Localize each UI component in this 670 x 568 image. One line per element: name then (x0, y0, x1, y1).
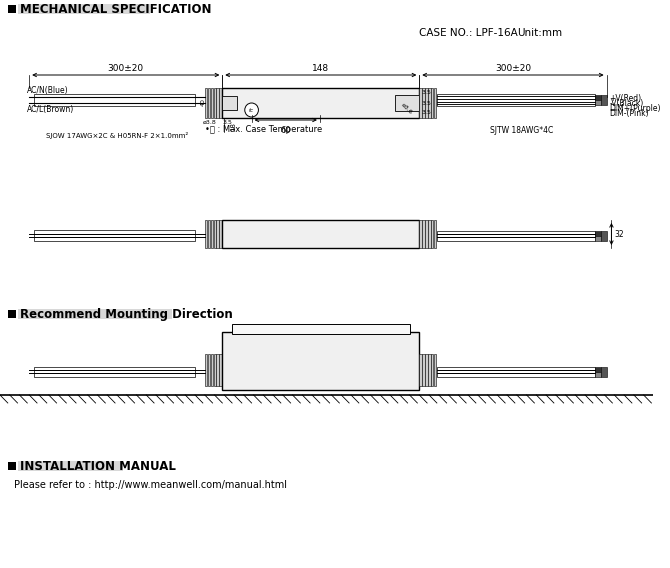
Text: 300±20: 300±20 (495, 64, 531, 73)
Text: AC/N(Blue): AC/N(Blue) (27, 86, 69, 95)
Bar (216, 354, 219, 386)
Text: Recommend Mounting Direction: Recommend Mounting Direction (19, 307, 232, 320)
Bar (422, 88, 425, 118)
Bar (8, 310, 15, 318)
Bar (17, 461, 123, 471)
Bar (395, 95, 419, 111)
Bar (219, 88, 222, 118)
Bar (208, 88, 210, 118)
Text: 13: 13 (230, 122, 236, 131)
Text: ø3.6: ø3.6 (400, 102, 413, 115)
Text: 3.5: 3.5 (421, 101, 431, 106)
Circle shape (245, 103, 259, 117)
Bar (437, 367, 595, 377)
Text: -V(Black): -V(Black) (610, 99, 644, 108)
Bar (595, 367, 601, 372)
Text: •Ⓣ : Max. Case Temperature: •Ⓣ : Max. Case Temperature (204, 125, 322, 134)
Text: INSTALLATION MANUAL: INSTALLATION MANUAL (19, 460, 176, 473)
Text: +V(Red): +V(Red) (610, 94, 642, 103)
Bar (425, 354, 427, 386)
Bar (595, 100, 601, 105)
Text: 3.5: 3.5 (421, 90, 431, 95)
Text: DIM-(Pink): DIM-(Pink) (610, 109, 649, 118)
Bar (419, 88, 422, 118)
Bar (437, 231, 595, 241)
Text: CASE NO.: LPF-16A: CASE NO.: LPF-16A (419, 28, 518, 38)
Bar (205, 354, 207, 386)
Bar (434, 88, 436, 118)
Bar (34, 367, 195, 377)
Bar (428, 354, 431, 386)
Text: 32: 32 (614, 229, 624, 239)
Text: 3.5: 3.5 (222, 120, 232, 125)
Bar (232, 324, 409, 334)
Bar (34, 94, 195, 106)
Bar (208, 220, 210, 248)
Bar (210, 220, 213, 248)
Bar (595, 372, 601, 377)
Bar (425, 88, 427, 118)
Bar (431, 220, 433, 248)
Bar (214, 220, 216, 248)
Bar (601, 367, 606, 377)
Text: MECHANICAL SPECIFICATION: MECHANICAL SPECIFICATION (19, 2, 211, 15)
Bar (222, 96, 237, 110)
Bar (219, 354, 222, 386)
Bar (428, 88, 431, 118)
Text: SJTW 18AWG*4C: SJTW 18AWG*4C (490, 126, 553, 135)
Bar (222, 220, 419, 248)
Bar (422, 220, 425, 248)
Bar (34, 230, 195, 241)
Bar (434, 220, 436, 248)
Bar (8, 462, 15, 470)
Bar (425, 220, 427, 248)
Text: 40: 40 (201, 98, 206, 106)
Text: SJOW 17AWG×2C & H05RN-F 2×1.0mm²: SJOW 17AWG×2C & H05RN-F 2×1.0mm² (46, 132, 188, 139)
Bar (17, 4, 150, 14)
Bar (431, 354, 433, 386)
Bar (595, 231, 601, 236)
Text: tc: tc (249, 107, 254, 112)
Bar (595, 236, 601, 241)
Bar (422, 354, 425, 386)
Text: Unit:mm: Unit:mm (517, 28, 562, 38)
Bar (222, 88, 419, 118)
Bar (222, 332, 419, 390)
Bar (601, 95, 606, 105)
Bar (219, 220, 222, 248)
Bar (216, 88, 219, 118)
Text: ø3.8: ø3.8 (203, 120, 216, 125)
Text: 60: 60 (281, 126, 291, 135)
Bar (214, 354, 216, 386)
Bar (437, 94, 595, 106)
Text: Please refer to : http://www.meanwell.com/manual.html: Please refer to : http://www.meanwell.co… (13, 480, 287, 490)
Bar (205, 88, 207, 118)
Bar (419, 354, 422, 386)
Bar (419, 220, 422, 248)
Bar (428, 220, 431, 248)
Bar (210, 88, 213, 118)
Bar (431, 88, 433, 118)
Text: 300±20: 300±20 (108, 64, 144, 73)
Text: 3.5: 3.5 (421, 110, 431, 115)
Bar (601, 231, 606, 241)
Bar (208, 354, 210, 386)
Bar (595, 95, 601, 100)
Text: 148: 148 (312, 64, 330, 73)
Bar (434, 354, 436, 386)
Bar (210, 354, 213, 386)
Bar (205, 220, 207, 248)
Text: AC/L(Brown): AC/L(Brown) (27, 105, 74, 114)
Text: DIM+(Purple): DIM+(Purple) (610, 104, 661, 113)
Bar (17, 309, 172, 319)
Bar (8, 5, 15, 13)
Bar (216, 220, 219, 248)
Bar (214, 88, 216, 118)
